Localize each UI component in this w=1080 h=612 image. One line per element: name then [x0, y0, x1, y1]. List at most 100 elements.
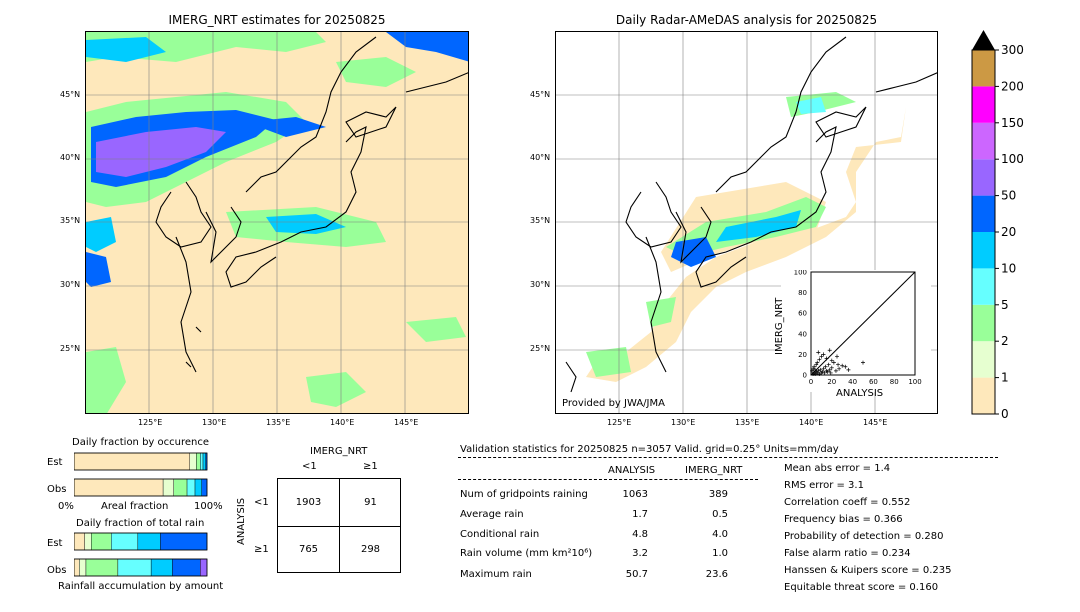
validation-analysis-value: 1.7: [632, 509, 648, 520]
fraction-bar-segment: [201, 478, 208, 497]
validation-header: Validation statistics for 20250825 n=305…: [460, 444, 839, 455]
scatter-point: [813, 367, 818, 372]
lon-label: 145°E: [863, 418, 888, 427]
validation-imerg-value: 0.5: [712, 509, 728, 520]
contingency-row-title: ANALYSIS: [236, 497, 247, 545]
fraction-bar-segment: [74, 532, 85, 551]
colorbar-labels: 0 1 2 5 10 20 50 100 150 200 300: [995, 43, 1024, 421]
total-rain-title: Daily fraction of total rain: [76, 518, 205, 529]
precip-area: [336, 57, 416, 87]
scatter-point: [813, 371, 818, 376]
total-rain-row-obs: Obs: [47, 565, 67, 576]
fraction-bar-segment: [74, 452, 190, 471]
lat-label: 25°N: [60, 344, 81, 353]
scatter-y-tick: 60: [798, 310, 807, 318]
scatter-point: [825, 369, 830, 374]
contingency-cell: 765: [298, 544, 319, 555]
scatter-point: [819, 354, 824, 359]
scatter-point: [821, 352, 826, 357]
lon-label: 125°E: [607, 418, 632, 427]
scatter-point: [816, 368, 821, 373]
provider-label: Provided by JWA/JMA: [562, 398, 665, 409]
fraction-bar-segment: [111, 532, 139, 551]
table-divider: [278, 526, 401, 527]
scatter-point: [815, 360, 820, 365]
scatter-y-tick: 40: [798, 330, 807, 338]
total-rain-chart: [74, 532, 208, 577]
lon-label: 140°E: [799, 418, 824, 427]
scatter-point: [846, 367, 851, 372]
scatter-point: [817, 357, 822, 362]
score-line: Hanssen & Kuipers score = 0.235: [784, 565, 952, 576]
validation-imerg-value: 23.6: [705, 569, 728, 580]
scatter-points: [810, 348, 865, 376]
scatter-point: [840, 363, 845, 368]
colorbar-label: 5: [1001, 298, 1009, 312]
scatter-point: [820, 369, 825, 374]
precip-area: [86, 347, 126, 413]
scatter-xlabel: ANALYSIS: [836, 388, 884, 399]
contingency-cell: 298: [360, 544, 381, 555]
scatter-point: [829, 358, 834, 363]
validation-analysis-value: 1063: [622, 489, 648, 500]
scatter-point: [833, 368, 838, 373]
scatter-point: [815, 370, 820, 375]
total-rain-row-est: Est: [47, 538, 63, 549]
validation-row-label: Average rain: [460, 509, 524, 520]
precip-area: [86, 252, 111, 287]
validation-analysis-value: 50.7: [625, 569, 648, 580]
score-line: Equitable threat score = 0.160: [784, 582, 939, 593]
colorbar-label: 2: [1001, 334, 1009, 348]
fraction-bar-segment: [74, 558, 80, 577]
colorbar-label: 300: [1001, 43, 1024, 57]
scatter-point: [824, 356, 829, 361]
scatter-x-tick: 80: [890, 378, 899, 386]
scatter-point: [831, 360, 836, 365]
colorbar-segment: [972, 304, 995, 342]
fraction-bar-segment: [194, 478, 202, 497]
scatter-x-tick: 100: [908, 378, 921, 386]
precip-area: [406, 317, 466, 342]
fraction-bar-segment: [79, 558, 87, 577]
scatter-y-tick: 20: [798, 351, 807, 359]
scatter-point: [817, 371, 822, 376]
colorbar-segment: [972, 341, 995, 378]
precip-area: [306, 372, 366, 407]
precip-area: [646, 297, 676, 327]
fraction-bar-segment: [84, 532, 92, 551]
colorbar-segment: [972, 122, 995, 160]
scatter-point: [836, 362, 841, 367]
colorbar-label: 10: [1001, 261, 1016, 275]
scatter-x-tick: 0: [809, 378, 813, 386]
scatter-point: [822, 370, 827, 375]
scatter-point: [827, 367, 832, 372]
right-map-svg: [556, 32, 937, 413]
fraction-bar-segment: [173, 478, 188, 497]
occurrence-chart: [74, 452, 208, 497]
validation-imerg-value: 389: [708, 489, 728, 500]
scatter-y-tick: 80: [798, 289, 807, 297]
lat-label: 35°N: [60, 216, 81, 225]
colorbar-segment: [972, 159, 995, 196]
occurrence-row-est: Est: [47, 457, 63, 468]
precip-area: [86, 217, 116, 252]
precip-area: [386, 32, 468, 62]
lat-label: 30°N: [60, 280, 81, 289]
precip-area: [96, 127, 226, 177]
validation-row-label: Rain volume (mm km²10⁶): [460, 548, 593, 559]
score-line: Correlation coeff = 0.552: [784, 497, 911, 508]
scatter-ylabel: IMERG_NRT: [774, 297, 785, 355]
validation-imerg-value: 1.0: [712, 548, 728, 559]
lat-label: 45°N: [530, 90, 551, 99]
validation-divider: [458, 457, 998, 458]
fraction-bar-segment: [150, 558, 173, 577]
lat-label: 45°N: [60, 90, 81, 99]
fraction-bar-frame: [74, 452, 208, 471]
scatter-plot: 00 20 20 40 40 60 60 80 80 100 100: [794, 270, 922, 386]
lat-label: 40°N: [530, 153, 551, 162]
score-line: Mean abs error = 1.4: [784, 463, 891, 474]
scatter-point: [811, 366, 816, 371]
lon-label: 135°E: [735, 418, 760, 427]
scatter-ticks: 00 20 20 40 40 60 60 80 80 100 100: [794, 270, 922, 386]
scatter-point: [826, 362, 831, 367]
